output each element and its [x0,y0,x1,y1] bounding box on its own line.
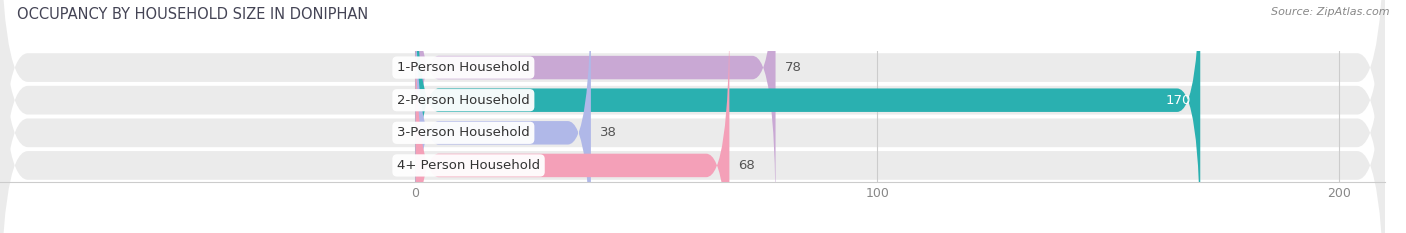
Text: OCCUPANCY BY HOUSEHOLD SIZE IN DONIPHAN: OCCUPANCY BY HOUSEHOLD SIZE IN DONIPHAN [17,7,368,22]
Text: 3-Person Household: 3-Person Household [396,126,530,139]
FancyBboxPatch shape [416,14,730,233]
Text: Source: ZipAtlas.com: Source: ZipAtlas.com [1271,7,1389,17]
Text: 4+ Person Household: 4+ Person Household [396,159,540,172]
FancyBboxPatch shape [416,0,591,233]
FancyBboxPatch shape [416,0,1201,233]
Text: 2-Person Household: 2-Person Household [396,94,530,107]
FancyBboxPatch shape [416,0,776,219]
Text: 78: 78 [785,61,801,74]
Text: 1-Person Household: 1-Person Household [396,61,530,74]
Text: 170: 170 [1166,94,1191,107]
Text: 38: 38 [600,126,617,139]
Text: 68: 68 [738,159,755,172]
